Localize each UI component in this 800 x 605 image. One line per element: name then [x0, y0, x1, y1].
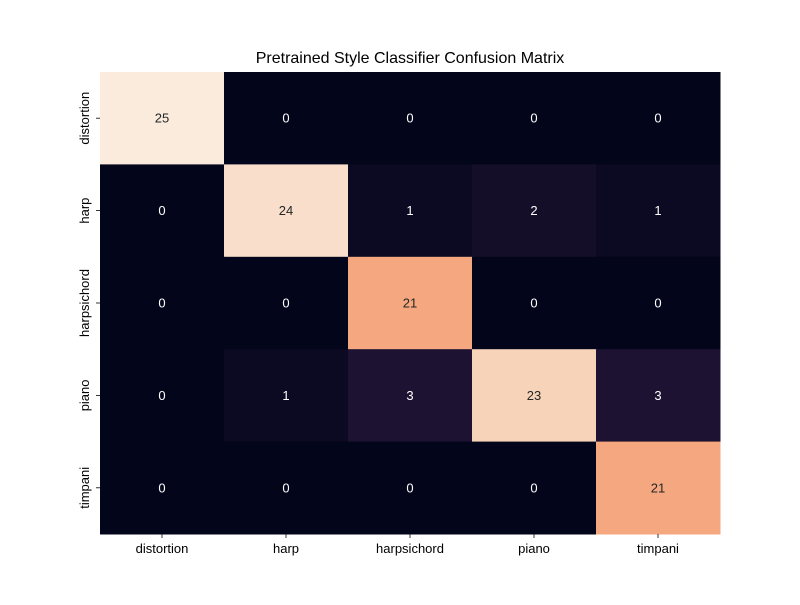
heatmap-cell	[472, 441, 597, 535]
cell-value-label: 0	[406, 480, 413, 495]
heatmap-cell	[472, 349, 597, 443]
cell-value-label: 0	[158, 480, 165, 495]
y-tick-label: harpsichord	[77, 269, 92, 337]
heatmap-cell	[472, 164, 597, 258]
cell-value-label: 2	[530, 203, 537, 218]
cell-value-label: 0	[158, 203, 165, 218]
heatmap-cell	[100, 349, 225, 443]
heatmap-cell	[348, 441, 473, 535]
x-tick-label: harp	[273, 541, 299, 556]
heatmap-cell	[348, 256, 473, 350]
x-tick-label: distortion	[136, 541, 189, 556]
cell-value-labels: 25 0 0 0 00 24 1 2 10 0 21 0 00 1 3 23 30 0 0 0 21	[155, 111, 665, 496]
heatmap-cell	[224, 441, 349, 535]
heatmap-cell	[100, 164, 225, 258]
heatmap-cell	[224, 256, 349, 350]
cell-value-label: 0	[654, 111, 661, 126]
heatmap-cell	[596, 72, 721, 165]
heatmap-cells	[100, 72, 721, 535]
cell-value-label: 0	[158, 296, 165, 311]
chart-title: Pretrained Style Classifier Confusion Ma…	[256, 50, 565, 67]
x-tick-label: piano	[518, 541, 550, 556]
cell-value-label: 21	[403, 296, 417, 311]
heatmap-cell	[596, 164, 721, 258]
heatmap-cell	[224, 72, 349, 165]
cell-value-label: 3	[406, 388, 413, 403]
y-axis-tick-labels: distortion harp harpsichord piano timpani	[77, 92, 100, 509]
heatmap-cell	[224, 164, 349, 258]
heatmap-cell	[100, 441, 225, 535]
heatmap-cell	[348, 349, 473, 443]
cell-value-label: 0	[282, 296, 289, 311]
cell-value-label: 0	[654, 296, 661, 311]
cell-value-label: 25	[155, 111, 169, 126]
cell-value-label: 23	[527, 388, 541, 403]
heatmap-cell	[348, 72, 473, 165]
y-tick-label: timpani	[77, 467, 92, 509]
heatmap-cell	[472, 72, 597, 165]
cell-value-label: 3	[654, 388, 661, 403]
heatmap-cell	[100, 256, 225, 350]
heatmap-cell	[596, 441, 721, 535]
heatmap-cell	[224, 349, 349, 443]
cell-value-label: 0	[530, 111, 537, 126]
cell-value-label: 0	[530, 480, 537, 495]
cell-value-label: 0	[158, 388, 165, 403]
cell-value-label: 21	[651, 480, 665, 495]
heatmap-cell	[596, 349, 721, 443]
heatmap-cell	[348, 164, 473, 258]
y-tick-label: piano	[77, 379, 92, 411]
heatmap-cell	[596, 256, 721, 350]
cell-value-label: 1	[654, 203, 661, 218]
cell-value-label: 0	[530, 296, 537, 311]
heatmap-cell	[472, 256, 597, 350]
cell-value-label: 24	[279, 203, 293, 218]
y-tick-label: harp	[77, 198, 92, 224]
x-axis-tick-labels: distortion harp harpsichord piano timpani	[136, 534, 679, 556]
cell-value-label: 1	[406, 203, 413, 218]
heatmap-cell	[100, 72, 225, 165]
cell-value-label: 1	[282, 388, 289, 403]
cell-value-label: 0	[406, 111, 413, 126]
x-tick-label: timpani	[637, 541, 679, 556]
y-tick-label: distortion	[77, 92, 92, 145]
cell-value-label: 0	[282, 111, 289, 126]
x-tick-label: harpsichord	[376, 541, 444, 556]
cell-value-label: 0	[282, 480, 289, 495]
